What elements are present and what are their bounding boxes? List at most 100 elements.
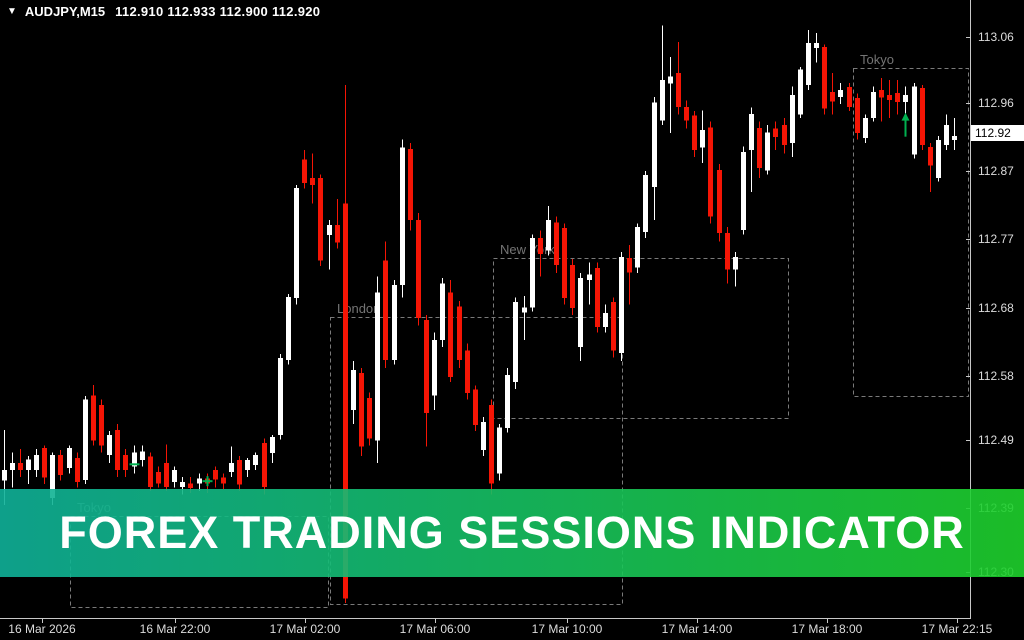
candle-body (887, 95, 892, 100)
candle-body (505, 375, 510, 428)
session-box-new-york (493, 258, 789, 419)
candle-body (416, 220, 421, 318)
candle-body (278, 358, 283, 435)
candle-body (253, 455, 258, 465)
candle-body (806, 42, 811, 86)
candle-body (700, 130, 705, 148)
candle-body (936, 140, 941, 178)
candle-body (392, 284, 397, 361)
candle-body (10, 462, 15, 470)
candle-body (383, 260, 388, 361)
candle-body (725, 232, 730, 270)
candle-body (855, 97, 860, 133)
candle-body (440, 283, 445, 340)
candle-body (448, 292, 453, 377)
candle-body (830, 92, 835, 102)
candle-body (75, 458, 80, 482)
candle-body (570, 265, 575, 309)
candle-body (318, 178, 323, 261)
trade-markers (129, 112, 910, 487)
candle-body (213, 469, 218, 480)
candle-body (26, 459, 31, 470)
candles (2, 25, 957, 603)
candle-body (578, 277, 583, 347)
candle-body (221, 477, 226, 484)
candle-body (408, 149, 413, 221)
candle-body (188, 483, 193, 489)
candle-body (822, 47, 827, 109)
candle-body (58, 455, 63, 475)
candle-body (83, 399, 88, 480)
candle-body (871, 92, 876, 119)
candle-body (229, 462, 234, 472)
candle-body (481, 422, 486, 451)
candle-body (197, 478, 202, 484)
candle-body (343, 203, 348, 599)
candle-body (692, 115, 697, 150)
candle-body (538, 237, 543, 254)
candle-body (91, 395, 96, 441)
candle-body (140, 451, 145, 460)
candle-body (619, 256, 624, 354)
candle-body (652, 102, 657, 188)
candle-body (107, 434, 112, 456)
candle-body (50, 455, 55, 499)
candle-body (18, 462, 23, 470)
current-price-badge: 112.92 (971, 125, 1024, 141)
candle-body (270, 436, 275, 454)
candle-body (627, 258, 632, 273)
candle-body (895, 92, 900, 102)
chart-title-bar: ▼ AUDJPY,M15 112.910 112.933 112.900 112… (7, 4, 320, 19)
candle-body (310, 178, 315, 185)
candle-body (546, 220, 551, 251)
candle-body (400, 147, 405, 285)
candle-body (327, 225, 332, 235)
candle-body (473, 389, 478, 425)
candle-body (302, 159, 307, 183)
candle-body (432, 339, 437, 396)
session-label: Tokyo (860, 52, 894, 67)
candle-body (879, 90, 884, 98)
candle-body (676, 73, 681, 107)
candle-body (912, 86, 917, 155)
candle-body (42, 448, 47, 478)
candle-body (99, 405, 104, 446)
candle-body (733, 256, 738, 270)
candle-body (359, 372, 364, 447)
candle-body (172, 469, 177, 482)
candle-body (595, 268, 600, 328)
candle-body (424, 320, 429, 413)
candle-body (798, 69, 803, 115)
candle-body (928, 147, 933, 166)
candle-body (643, 175, 648, 233)
candle-body (757, 128, 762, 169)
candle-body (2, 469, 7, 481)
candle-body (952, 135, 957, 140)
candle-body (530, 237, 535, 308)
candle-body (262, 443, 267, 487)
candle-body (944, 125, 949, 145)
candle-body (741, 152, 746, 231)
candle-body (635, 227, 640, 268)
candle-body (294, 187, 299, 299)
candle-body (67, 448, 72, 468)
candle-body (554, 222, 559, 266)
symbol-period-label: AUDJPY,M15 (24, 4, 106, 19)
candle-body (717, 170, 722, 233)
candle-body (34, 455, 39, 470)
candle-body (863, 118, 868, 138)
candle-body (335, 225, 340, 243)
candle-body (790, 95, 795, 143)
ohlc-readout: 112.910 112.933 112.900 112.920 (115, 4, 321, 19)
candle-body (773, 128, 778, 138)
candle-body (708, 127, 713, 217)
candle-body (562, 227, 567, 299)
candle-body (286, 296, 291, 361)
candle-body (814, 42, 819, 48)
green-up-arrow-icon (901, 112, 910, 121)
candle-body (920, 87, 925, 145)
candle-body (237, 460, 242, 485)
candle-body (465, 350, 470, 394)
candle-body (765, 132, 770, 171)
